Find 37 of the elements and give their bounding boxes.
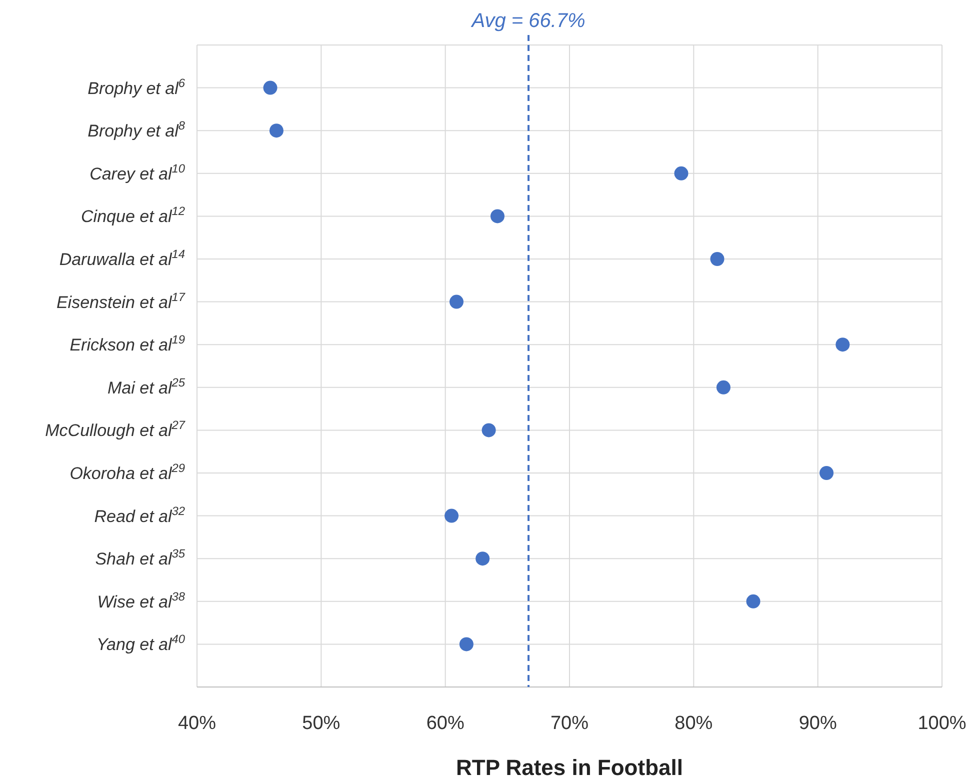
y-tick-label: Mai et al$^{25}$ xyxy=(108,375,186,398)
point xyxy=(263,80,278,95)
point xyxy=(746,594,760,608)
x-tick-label: 50% xyxy=(302,713,340,734)
point xyxy=(482,423,496,438)
y-tick-label: Yang et al$^{40}$ xyxy=(96,632,186,654)
y-tick-label: Okoroha et al$^{29}$ xyxy=(70,461,186,483)
point xyxy=(710,252,724,266)
x-tick-label: 90% xyxy=(798,713,837,734)
point xyxy=(476,552,490,566)
x-axis-title: RTP Rates in Football xyxy=(456,755,683,780)
y-tick-label: Shah et al$^{35}$ xyxy=(95,546,186,569)
y-tick-label: Read et al$^{32}$ xyxy=(94,504,186,526)
y-tick-label: Cinque et al$^{12}$ xyxy=(81,204,186,226)
y-tick-label: Carey et al$^{10}$ xyxy=(90,161,186,184)
y-tick-label: McCullough et al$^{27}$ xyxy=(45,418,186,440)
point xyxy=(269,124,284,138)
x-tick-label: 60% xyxy=(426,713,464,734)
y-tick-label: Brophy et al$^{6}$ xyxy=(88,76,186,98)
point xyxy=(444,508,459,523)
point xyxy=(459,637,474,652)
point xyxy=(716,380,730,394)
point xyxy=(450,294,464,309)
point xyxy=(820,466,834,480)
y-tick-label: Daruwalla et al$^{14}$ xyxy=(59,247,186,269)
x-tick-label: 100% xyxy=(918,713,966,734)
x-tick-label: 40% xyxy=(178,713,216,734)
point xyxy=(836,338,850,352)
point xyxy=(674,166,688,180)
y-tick-label: Wise et al$^{38}$ xyxy=(97,589,186,612)
y-tick-label: Erickson et al$^{19}$ xyxy=(70,332,186,355)
x-tick-label: 70% xyxy=(550,713,589,734)
ref-line-label: Avg = 66.7% xyxy=(470,10,586,32)
y-tick-label: Brophy et al$^{8}$ xyxy=(88,118,186,141)
y-tick-label: Eisenstein et al$^{17}$ xyxy=(56,290,186,312)
point xyxy=(490,209,504,224)
x-tick-label: 80% xyxy=(674,713,713,734)
